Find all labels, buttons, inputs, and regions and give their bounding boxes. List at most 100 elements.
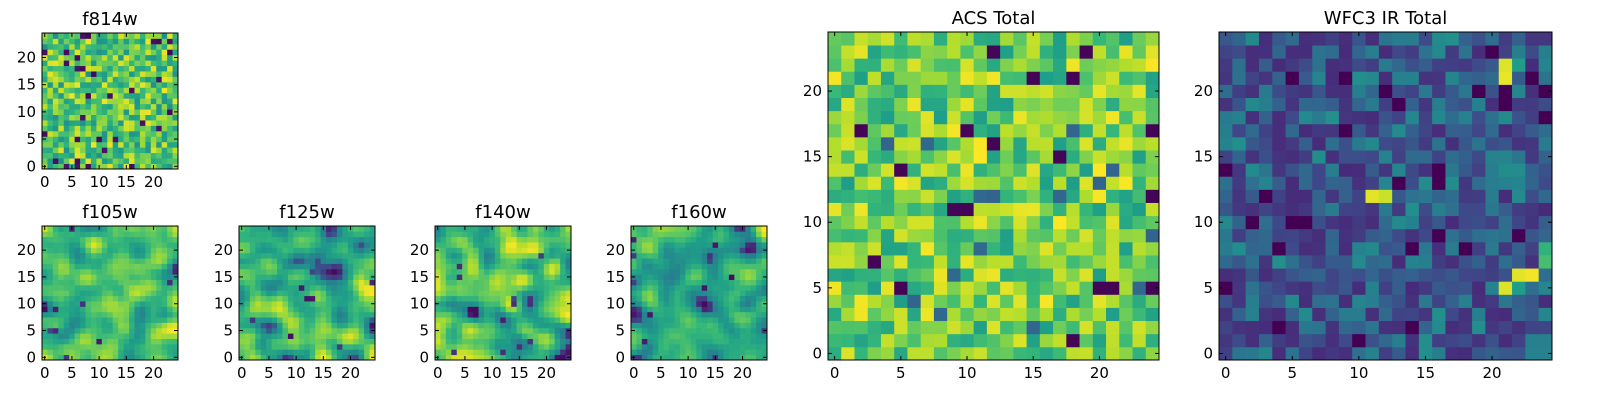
heatmap-cell	[260, 226, 267, 232]
heatmap-cell	[854, 281, 869, 295]
heatmap-cell	[483, 284, 490, 291]
heatmap-cell	[101, 284, 108, 291]
heatmap-cell	[52, 130, 59, 137]
heatmap-cell	[1039, 320, 1054, 335]
heatmap-cell	[647, 301, 654, 307]
heatmap-cell	[156, 284, 163, 291]
heatmap-cell	[511, 317, 517, 323]
heatmap-cell	[277, 242, 283, 248]
heatmap-cell	[80, 158, 86, 164]
heatmap-cell	[712, 252, 719, 259]
heatmap-cell	[364, 290, 370, 297]
heatmap-cell	[101, 38, 108, 45]
heatmap-cell	[139, 92, 146, 99]
heatmap-cell	[123, 49, 130, 56]
heatmap-cell	[451, 258, 458, 264]
heatmap-cell	[1512, 97, 1526, 112]
heatmap-cell	[150, 109, 157, 115]
heatmap-cell	[445, 311, 452, 318]
heatmap-cell	[123, 103, 130, 110]
heatmap-cell	[107, 60, 114, 67]
heatmap-cell	[74, 130, 81, 137]
heatmap-cell	[52, 295, 59, 302]
heatmap-cell	[145, 322, 152, 329]
heatmap-cell	[750, 236, 757, 243]
heatmap-cell	[90, 333, 97, 339]
heatmap-cell	[880, 202, 895, 217]
heatmap-cell	[85, 141, 92, 148]
heatmap-cell	[1485, 123, 1500, 138]
heatmap-cell	[129, 306, 135, 313]
heatmap-cell	[293, 295, 300, 302]
heatmap-cell	[139, 147, 146, 154]
heatmap-cell	[543, 295, 550, 302]
heatmap-cell	[293, 274, 300, 280]
heatmap-cell	[336, 284, 343, 291]
heatmap-cell	[554, 284, 561, 291]
heatmap-cell	[828, 176, 842, 190]
x-tick-label: 10	[679, 364, 698, 382]
heatmap-cell	[118, 242, 124, 248]
heatmap-cell	[347, 252, 354, 259]
heatmap-cell	[701, 317, 708, 323]
heatmap-cell	[69, 136, 76, 143]
heatmap-cell	[63, 136, 70, 143]
heatmap-cell	[167, 263, 173, 270]
heatmap-cell	[440, 322, 447, 329]
heatmap-cell	[1405, 307, 1420, 322]
heatmap-cell	[271, 258, 278, 264]
heatmap-cell	[435, 236, 441, 243]
heatmap-cell	[80, 231, 86, 238]
heatmap-cell	[761, 236, 768, 243]
heatmap-cell	[1258, 97, 1273, 112]
heatmap-cell	[986, 228, 1001, 243]
heatmap-cell	[1498, 58, 1513, 72]
heatmap-cell	[52, 306, 59, 313]
heatmap-cell	[1338, 58, 1353, 72]
heatmap-cell	[756, 236, 762, 243]
heatmap-cell	[467, 247, 474, 254]
heatmap-cell	[652, 306, 659, 313]
heatmap-cell	[112, 263, 119, 270]
heatmap-cell	[1392, 202, 1406, 217]
heatmap-cell	[112, 98, 119, 105]
heatmap-cell	[456, 338, 463, 345]
heatmap-cell	[139, 152, 146, 159]
heatmap-cell	[161, 252, 168, 259]
heatmap-cell	[118, 38, 124, 45]
heatmap-cell	[47, 136, 54, 143]
heatmap-cell	[90, 76, 97, 83]
heatmap-cell	[685, 306, 692, 313]
heatmap-cell	[74, 147, 81, 154]
heatmap-cell	[647, 311, 654, 318]
heatmap-cell	[750, 327, 757, 334]
x-tick-label: 10	[483, 364, 502, 382]
heatmap-cell	[685, 301, 692, 307]
heatmap-cell	[728, 268, 735, 275]
heatmap-cell	[728, 311, 735, 318]
heatmap-cell	[134, 98, 141, 105]
heatmap-cell	[107, 317, 114, 323]
heatmap-cell	[304, 279, 311, 286]
heatmap-cell	[58, 120, 65, 126]
heatmap-cell	[80, 71, 86, 77]
heatmap-cell	[239, 252, 245, 259]
heatmap-cell	[761, 231, 768, 238]
heatmap-cell	[1418, 163, 1433, 177]
heatmap-cell	[636, 231, 643, 238]
heatmap-cell	[1312, 136, 1326, 151]
heatmap-cell	[1026, 45, 1041, 59]
heatmap-cell	[663, 231, 670, 238]
heatmap-cell	[287, 284, 294, 291]
heatmap-cell	[1312, 333, 1326, 348]
heatmap-cell	[538, 354, 545, 361]
heatmap-cell	[1352, 84, 1366, 98]
heatmap-cell	[565, 343, 572, 350]
heatmap-cell	[1079, 346, 1094, 361]
heatmap-cell	[309, 231, 316, 238]
heatmap-cell	[315, 263, 321, 270]
heatmap-cell	[47, 103, 54, 110]
heatmap-cell	[1092, 136, 1107, 151]
heatmap-cell	[435, 263, 441, 270]
heatmap-cell	[1378, 32, 1393, 46]
